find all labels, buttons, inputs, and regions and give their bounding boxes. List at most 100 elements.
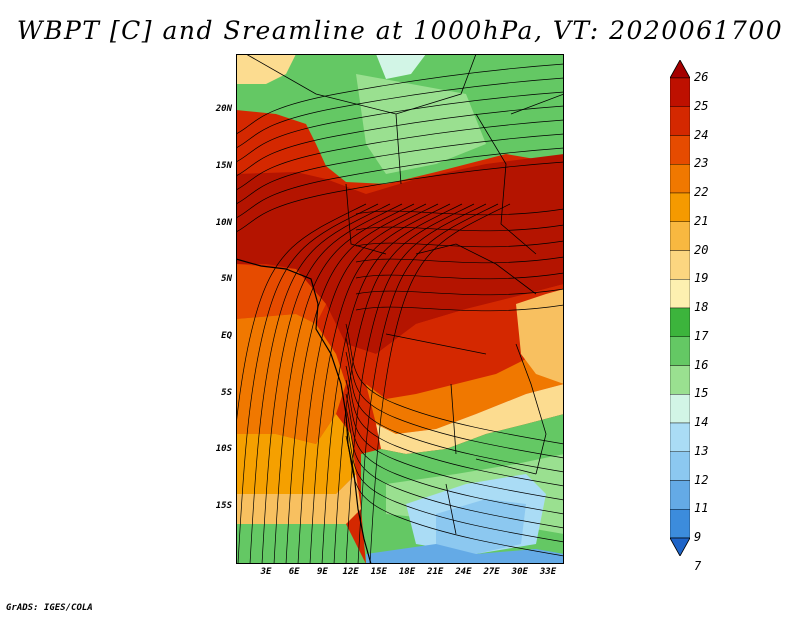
colorbar-label: 23 bbox=[694, 156, 709, 171]
lon-tick-label: 15E bbox=[370, 567, 387, 577]
central-red bbox=[346, 284, 564, 399]
streamline bbox=[345, 421, 564, 543]
dark-red-core bbox=[236, 154, 564, 354]
streamline bbox=[345, 393, 564, 515]
border-lines bbox=[245, 54, 564, 535]
streamline bbox=[236, 133, 564, 205]
colorbar-segment bbox=[670, 77, 690, 107]
lon-tick-label: 27E bbox=[483, 567, 500, 577]
streamline bbox=[345, 379, 564, 501]
streamline bbox=[236, 161, 564, 233]
streamline bbox=[355, 304, 564, 312]
colorbar-label: 7 bbox=[694, 558, 702, 573]
streamline bbox=[355, 288, 564, 296]
streamline bbox=[357, 203, 499, 564]
central-pale bbox=[376, 384, 564, 454]
colorbar-bottom-arrow bbox=[670, 537, 690, 556]
streamline bbox=[285, 203, 427, 564]
streamline bbox=[345, 203, 487, 564]
colorbar-segment bbox=[670, 250, 690, 280]
colorbar-label: 22 bbox=[694, 185, 709, 199]
colorbar-segment bbox=[670, 509, 690, 539]
chart-title: WBPT [C] and Sreamline at 1000hPa, VT: 2… bbox=[16, 16, 784, 45]
colorbar-label: 13 bbox=[694, 443, 709, 458]
streamline bbox=[237, 203, 379, 564]
gulf-orange-red bbox=[236, 264, 326, 324]
east-highland-tan bbox=[516, 289, 564, 384]
streamline bbox=[236, 119, 564, 191]
lat-tick-label: 20N bbox=[215, 104, 232, 114]
colorbar-segment bbox=[670, 279, 690, 309]
colorbar-label: 20 bbox=[694, 242, 709, 257]
streamline bbox=[249, 203, 391, 564]
streamline bbox=[236, 203, 367, 430]
streamline bbox=[345, 435, 564, 557]
south-atlantic-green bbox=[236, 524, 366, 564]
colorbar-label: 12 bbox=[694, 472, 709, 487]
gulf-orange bbox=[236, 314, 346, 444]
colorbar-segment bbox=[670, 106, 690, 136]
lon-tick-label: 12E bbox=[342, 567, 359, 577]
streamline bbox=[236, 105, 564, 177]
colorbar bbox=[670, 60, 690, 556]
streamline bbox=[236, 91, 564, 163]
colorbar-segment bbox=[670, 365, 690, 395]
streamline bbox=[345, 365, 564, 487]
streamline bbox=[345, 323, 564, 445]
lon-tick-label: 21E bbox=[427, 567, 444, 577]
sahara-pale-band bbox=[236, 54, 296, 84]
colorbar-label: 18 bbox=[694, 300, 709, 314]
lon-tick-label: 30E bbox=[511, 567, 528, 577]
colorbar-segment bbox=[670, 135, 690, 165]
streamline bbox=[345, 351, 564, 473]
lat-tick-label: 15N bbox=[215, 161, 232, 171]
colorbar-label: 25 bbox=[694, 98, 709, 113]
streamline bbox=[345, 407, 564, 529]
south-atlantic-tan bbox=[236, 474, 361, 524]
streamline bbox=[236, 63, 564, 135]
colorbar-segment bbox=[670, 394, 690, 424]
lon-tick-label: 3E bbox=[260, 567, 272, 577]
lon-tick-label: 18E bbox=[398, 567, 416, 577]
colorbar-label: 11 bbox=[694, 501, 709, 516]
streamline bbox=[333, 203, 475, 564]
streamline bbox=[355, 256, 564, 264]
colorbar-segment bbox=[670, 192, 690, 222]
streamline bbox=[321, 203, 463, 564]
lon-tick-label: 33E bbox=[539, 567, 557, 577]
lat-tick-label: 10S bbox=[215, 444, 232, 454]
map-panel bbox=[236, 54, 564, 564]
streamline bbox=[355, 224, 564, 232]
colorbar-segment bbox=[670, 422, 690, 452]
colorbar-label: 24 bbox=[694, 127, 709, 142]
south-atlantic-light-orange bbox=[236, 414, 356, 494]
lon-tick-label: 24E bbox=[455, 567, 472, 577]
colorbar-segment bbox=[670, 307, 690, 337]
colorbar-label: 19 bbox=[694, 271, 709, 286]
colorbar-label: 17 bbox=[694, 328, 709, 343]
lon-tick-label: 9E bbox=[316, 567, 328, 577]
south-deep-blue bbox=[366, 544, 564, 564]
streamline bbox=[297, 203, 439, 564]
colorbar-label: 21 bbox=[694, 213, 709, 228]
footer-credit: GrADS: IGES/COLA bbox=[6, 603, 93, 613]
light-blue-north bbox=[376, 54, 426, 79]
streamline bbox=[345, 337, 564, 459]
streamline bbox=[309, 203, 451, 564]
lon-tick-label: 6E bbox=[288, 567, 300, 577]
colorbar-segment bbox=[670, 164, 690, 194]
colorbar-segment bbox=[670, 221, 690, 251]
colorbar-label: 16 bbox=[694, 357, 709, 372]
central-orange bbox=[366, 334, 564, 434]
lat-tick-label: 10N bbox=[215, 218, 232, 228]
streamline bbox=[355, 272, 564, 280]
streamline bbox=[236, 147, 564, 219]
map-frame bbox=[236, 54, 564, 564]
lat-tick-label: 5N bbox=[221, 274, 232, 284]
colorbar-label: 15 bbox=[694, 386, 709, 401]
streamline bbox=[236, 77, 564, 149]
colorbar-label: 26 bbox=[694, 70, 709, 84]
streamline bbox=[273, 203, 415, 564]
streamline bbox=[355, 240, 564, 248]
colorbar-label: 9 bbox=[694, 530, 702, 544]
